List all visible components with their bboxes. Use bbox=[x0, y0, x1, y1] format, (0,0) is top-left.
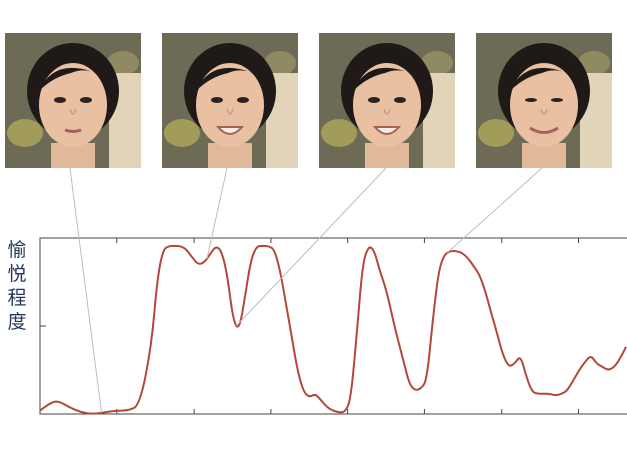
nose bbox=[540, 108, 548, 115]
mouth-icon bbox=[64, 128, 82, 133]
face-illustration-3 bbox=[319, 33, 455, 168]
face-illustration-1 bbox=[5, 33, 141, 168]
face-frame-2 bbox=[162, 33, 298, 168]
right-eye-icon bbox=[394, 97, 406, 103]
nose bbox=[226, 108, 234, 115]
right-eye-icon bbox=[237, 97, 249, 103]
y-axis-label-char-1: 愉 bbox=[7, 239, 27, 261]
y-axis-label-char-3: 程 bbox=[7, 287, 27, 309]
leader-line-3 bbox=[235, 167, 387, 327]
plot-frame bbox=[39, 237, 627, 415]
left-eye-icon bbox=[54, 97, 66, 103]
neck bbox=[522, 143, 566, 168]
mouth-icon bbox=[529, 126, 559, 134]
y-axis-label-char-4: 度 bbox=[7, 311, 27, 333]
face-frame-3 bbox=[319, 33, 455, 168]
leader-line-2 bbox=[206, 167, 228, 259]
bangs bbox=[510, 67, 572, 91]
leaf-pattern bbox=[421, 51, 453, 75]
left-eye-icon bbox=[211, 97, 223, 103]
mouth-icon bbox=[372, 126, 402, 135]
nose bbox=[383, 108, 391, 115]
leaf-pattern bbox=[164, 119, 200, 147]
leaf-pattern bbox=[478, 119, 514, 147]
bangs bbox=[39, 67, 101, 91]
face-skin bbox=[353, 63, 421, 147]
pleasure-series-line-1 bbox=[39, 245, 627, 415]
right-eye-icon bbox=[80, 97, 92, 103]
leaf-pattern bbox=[107, 51, 139, 75]
leaf-pattern bbox=[7, 119, 43, 147]
face-skin bbox=[196, 63, 264, 147]
bangs bbox=[196, 67, 258, 91]
leaf-pattern bbox=[321, 119, 357, 147]
right-eye-icon bbox=[551, 98, 563, 102]
y-axis-label-char-2: 悦 bbox=[7, 263, 27, 285]
face-illustration-2 bbox=[162, 33, 298, 168]
face-frame-4 bbox=[476, 33, 612, 168]
mouth-icon bbox=[215, 126, 245, 135]
leader-line-4 bbox=[446, 167, 543, 254]
left-eye-icon bbox=[368, 97, 380, 103]
leaf-pattern bbox=[264, 51, 296, 75]
face-frame-1 bbox=[5, 33, 141, 168]
leaf-pattern bbox=[578, 51, 610, 75]
face-skin bbox=[510, 63, 578, 147]
leader-line-1 bbox=[69, 167, 103, 413]
left-eye-icon bbox=[525, 98, 537, 102]
face-skin bbox=[39, 63, 107, 147]
nose bbox=[69, 108, 77, 115]
face-illustration-4 bbox=[476, 33, 612, 168]
y-axis-label: 愉 悦 程 度 bbox=[6, 238, 28, 334]
neck bbox=[365, 143, 409, 168]
neck bbox=[51, 143, 95, 168]
neck bbox=[208, 143, 252, 168]
bangs bbox=[353, 67, 415, 91]
